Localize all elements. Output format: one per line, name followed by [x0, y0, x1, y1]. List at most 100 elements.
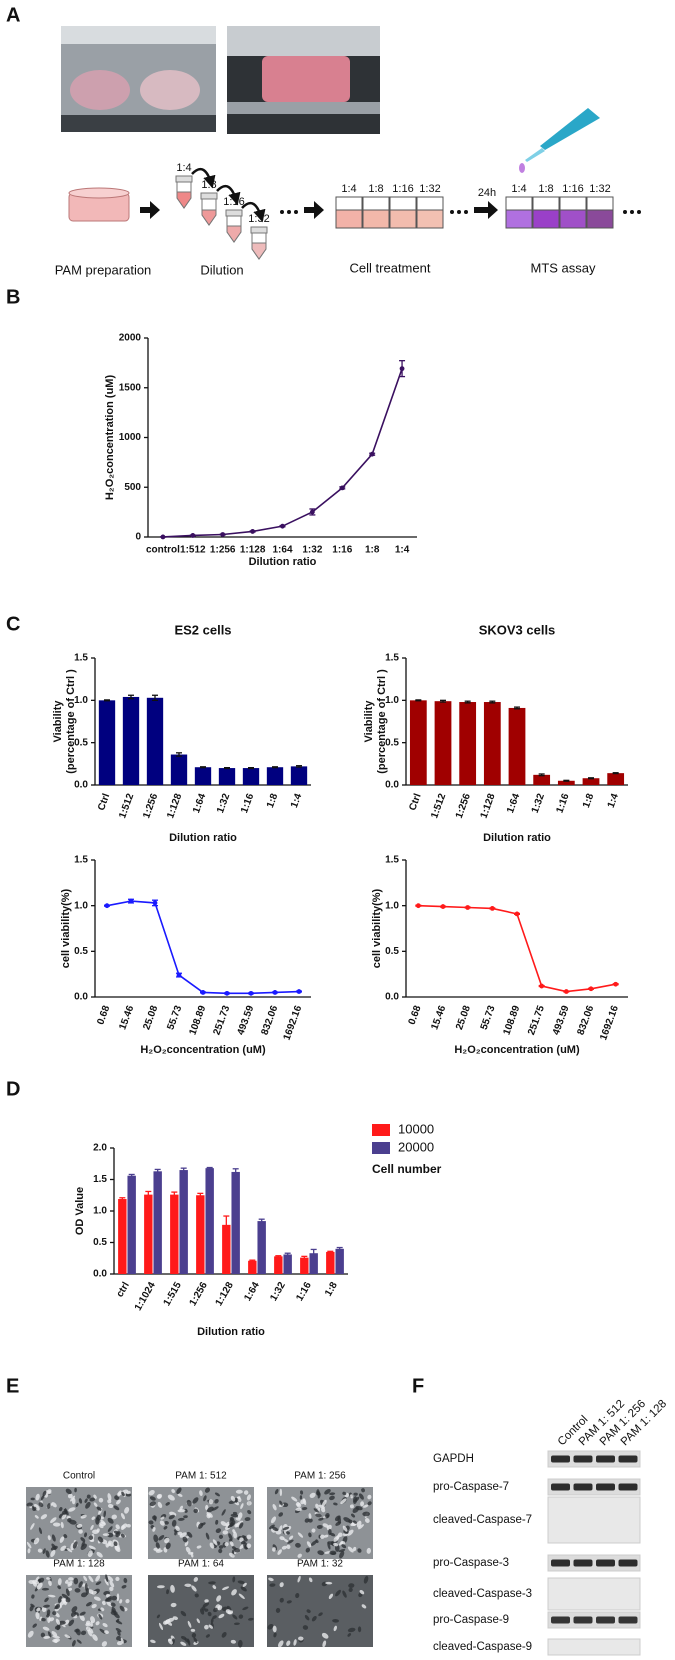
x-tick-label: 55.73 — [479, 1004, 498, 1032]
x-tick-label: 1:8 — [365, 545, 380, 556]
bar — [533, 774, 551, 785]
cell — [51, 1534, 56, 1542]
cell — [315, 1503, 319, 1509]
cell — [311, 1528, 316, 1533]
cell — [340, 1540, 346, 1545]
cell — [80, 1630, 87, 1636]
cell — [70, 1495, 76, 1502]
cell — [87, 1550, 93, 1558]
panel-label: F — [412, 1375, 424, 1397]
cell — [357, 1626, 362, 1633]
cell — [177, 1493, 183, 1497]
cell — [117, 1490, 122, 1497]
cell — [205, 1532, 210, 1540]
cell — [61, 1593, 69, 1599]
cell — [235, 1489, 243, 1494]
point — [588, 986, 594, 992]
cell — [164, 1537, 170, 1544]
cell — [242, 1606, 249, 1611]
cell — [80, 1537, 86, 1542]
cell — [65, 1488, 72, 1495]
cell — [317, 1550, 325, 1556]
cell — [353, 1492, 358, 1496]
cell — [196, 1618, 200, 1624]
cell — [317, 1492, 321, 1499]
cell — [232, 1614, 238, 1620]
point — [465, 905, 471, 910]
panel-label: B — [6, 286, 20, 308]
cell — [179, 1532, 187, 1538]
blot-bg — [547, 1577, 641, 1611]
cell — [328, 1528, 332, 1536]
cell — [281, 1545, 287, 1550]
transfer-arrows — [191, 167, 266, 223]
band — [551, 1616, 570, 1624]
y-tick-label: 1.5 — [74, 855, 88, 866]
cell — [96, 1551, 103, 1558]
cell — [45, 1550, 50, 1558]
cell — [79, 1611, 86, 1616]
micrograph-bg — [267, 1575, 373, 1647]
cell — [298, 1636, 304, 1641]
cell — [362, 1504, 369, 1508]
cell — [239, 1537, 244, 1542]
cell — [269, 1524, 275, 1530]
cell — [51, 1630, 58, 1637]
y-tick-label: 0 — [135, 532, 141, 543]
cell — [329, 1492, 336, 1496]
band — [573, 1559, 593, 1567]
point — [176, 972, 182, 978]
cell — [322, 1640, 327, 1648]
bar — [459, 702, 477, 785]
cell — [355, 1505, 363, 1511]
cell — [365, 1518, 370, 1523]
tube-label: 1:4 — [176, 162, 191, 174]
cell — [115, 1576, 120, 1582]
error-bar — [310, 1248, 317, 1258]
cell — [50, 1549, 56, 1557]
cell — [308, 1532, 312, 1538]
cell — [367, 1501, 372, 1506]
cell — [205, 1634, 210, 1638]
cell — [100, 1607, 105, 1612]
y-tick-label: 1.5 — [385, 653, 399, 664]
cell — [150, 1639, 156, 1644]
error-bar — [249, 1259, 256, 1263]
x-tick-label: 251.73 — [212, 1004, 233, 1037]
cell — [101, 1641, 108, 1647]
point — [250, 529, 256, 534]
cell — [203, 1495, 207, 1502]
row-label: pro-Caspase-3 — [433, 1557, 509, 1569]
x-tick-label: control — [146, 545, 180, 556]
cell — [209, 1542, 215, 1549]
cell — [156, 1614, 161, 1619]
cell — [111, 1606, 116, 1613]
cell — [218, 1613, 225, 1619]
mts-wells — [505, 196, 614, 229]
cell — [81, 1592, 88, 1598]
x-tick-label: 1:512 — [180, 545, 206, 556]
x-tick-label: 1:128 — [479, 792, 498, 820]
cell — [30, 1523, 35, 1530]
cell — [57, 1596, 63, 1604]
point — [399, 366, 405, 372]
cell — [124, 1506, 130, 1514]
cell — [225, 1609, 232, 1615]
cell — [236, 1520, 244, 1526]
bar — [194, 767, 212, 785]
x-tick-label: 1:256 — [454, 792, 473, 820]
cell — [329, 1495, 335, 1501]
point — [152, 900, 158, 906]
cell — [300, 1490, 304, 1495]
bar — [205, 1168, 214, 1274]
y-tick-label: 2.0 — [93, 1143, 107, 1154]
cell — [103, 1510, 107, 1518]
cell — [246, 1543, 252, 1549]
band — [551, 1483, 570, 1491]
cell — [74, 1629, 80, 1633]
cell — [102, 1600, 106, 1606]
cell — [206, 1506, 214, 1513]
x-tick-label: 1:64 — [242, 1280, 262, 1303]
y-tick-label: 1000 — [119, 432, 142, 443]
error-bar — [258, 1218, 265, 1224]
